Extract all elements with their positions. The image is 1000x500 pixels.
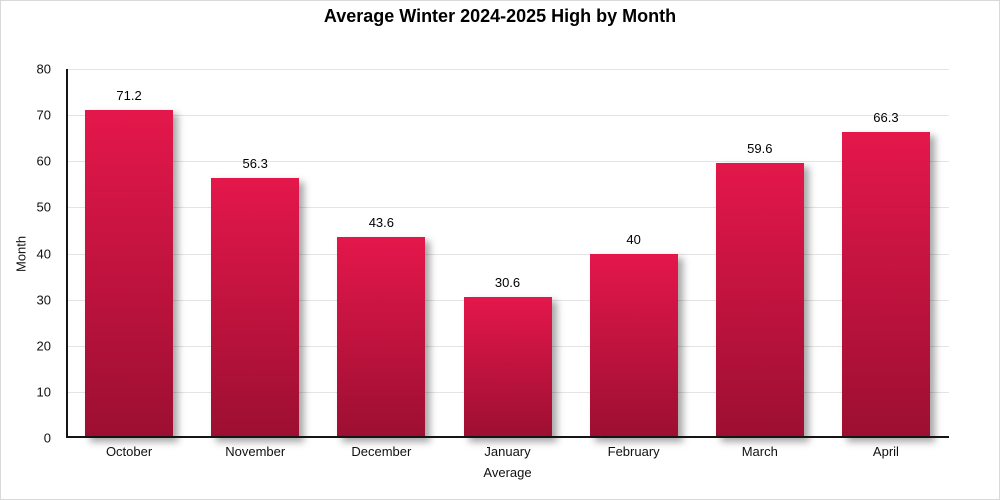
bar-value-label: 56.3 [242,156,268,172]
bar-value-label: 59.6 [747,141,773,157]
gridline [66,161,949,163]
bar-october [85,109,174,438]
x-category-label: April [872,444,899,459]
x-category-label: November [225,444,286,459]
bar-february [589,253,678,438]
y-tick-label: 40 [36,246,51,261]
y-tick-label: 10 [36,384,51,400]
gridline [66,69,949,70]
y-tick-label: 50 [36,199,51,215]
gridline [66,115,949,117]
bar-value-label: 66.3 [873,110,899,126]
x-category-label: October [105,444,153,459]
y-tick-label: 70 [36,107,51,123]
x-axis-categories: October November December January February Ma… [66,444,949,462]
bar-january [463,296,552,438]
x-axis-label: Average [483,465,532,480]
bar-value-label: 71.2 [116,87,142,103]
bar-december [337,236,426,438]
x-axis-line [66,436,949,438]
y-tick-label: 0 [43,430,51,446]
x-category-label: December [351,444,412,459]
x-category-label: February [607,444,660,459]
y-tick-label: 60 [36,153,51,169]
bar-april [841,132,930,438]
bars: 71.2 56.3 43.6 30.6 40 59.6 66.3 [66,69,949,438]
gridline [66,253,949,255]
y-tick-label: 80 [36,61,51,77]
x-category-label: March [741,444,778,459]
bar-november [211,178,300,438]
y-axis-ticks: 0 10 20 30 40 50 60 70 80 [1,62,59,446]
y-axis-line [66,69,68,438]
y-tick-label: 30 [36,292,51,308]
bar-march [715,163,804,438]
y-tick-label: 20 [36,338,51,354]
plot-area: 71.2 56.3 43.6 30.6 40 59.6 66.3 [66,69,949,438]
gridline [66,207,949,209]
chart-title: Average Winter 2024-2025 High by Month [323,6,677,26]
bar-value-label: 40 [626,231,641,247]
x-category-label: January [484,444,531,459]
bar-value-label: 30.6 [494,274,521,290]
bar-value-label: 43.6 [368,214,394,230]
